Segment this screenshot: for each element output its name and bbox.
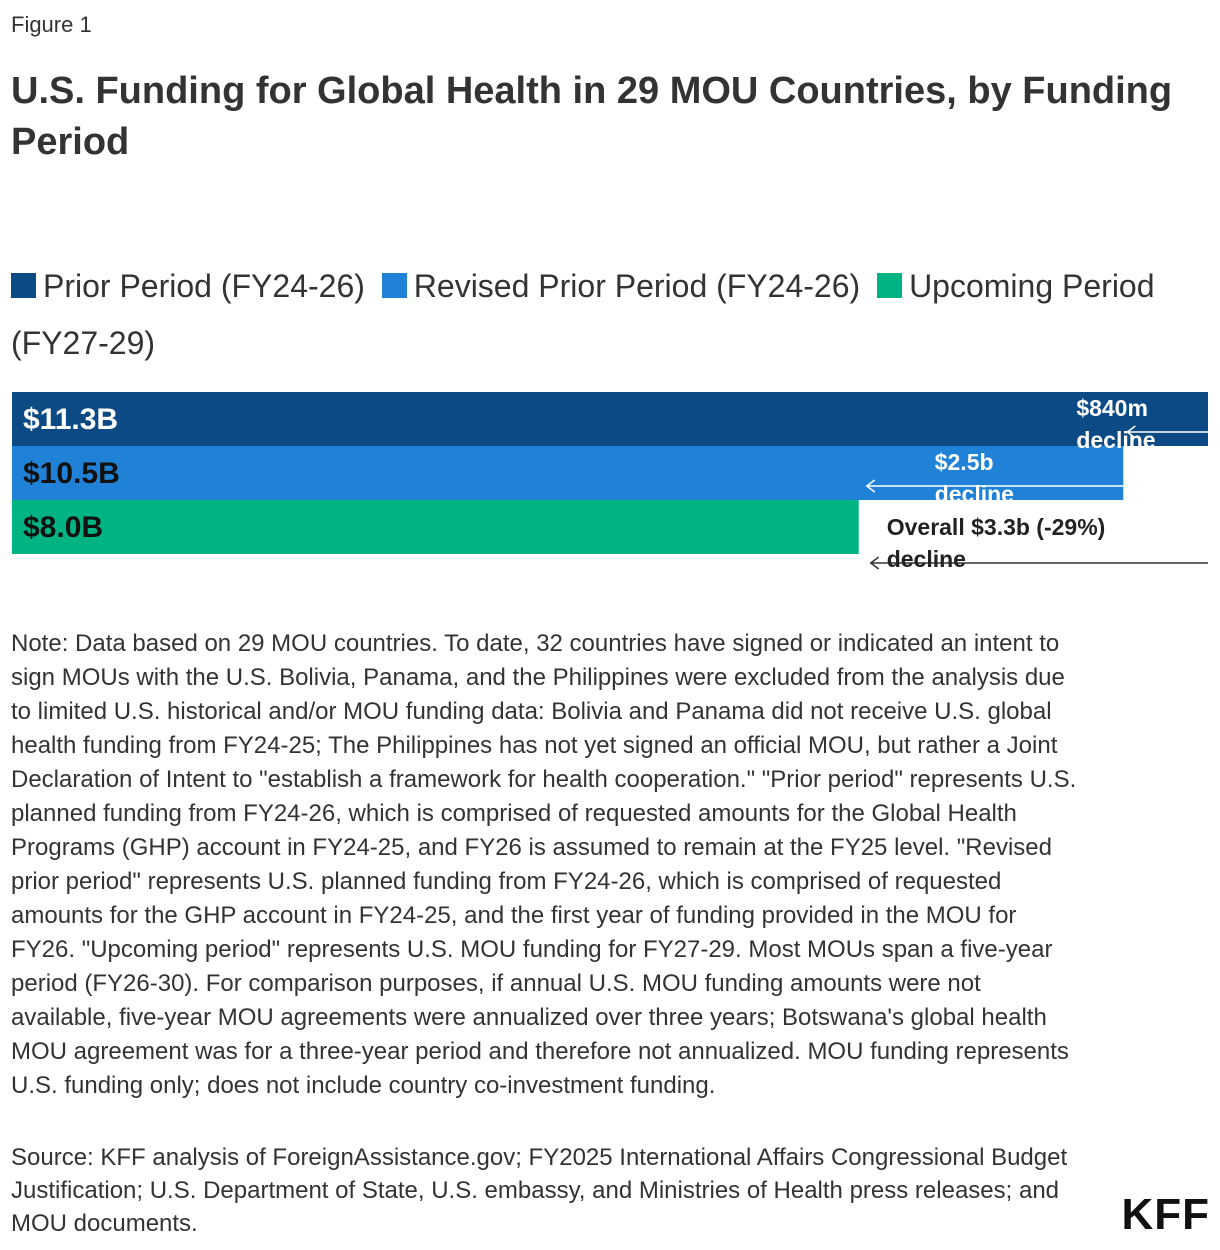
legend-label-prior: Prior Period (FY24-26) [43,268,365,304]
kff-logo: KFF [1121,1190,1210,1239]
chart-title: U.S. Funding for Global Health in 29 MOU… [11,70,1173,163]
legend-swatch-revised [381,273,407,298]
figure-label: Figure 1 [11,12,92,37]
bar-1 [12,446,1124,500]
legend-label-revised: Revised Prior Period (FY24-26) [413,268,861,304]
bar-value-label-2: $8.0B [23,511,103,544]
annotation-840m-arrow-head [1126,425,1136,439]
legend-item-revised[interactable]: Revised Prior Period (FY24-26) [381,268,861,304]
legend-item-prior[interactable]: Prior Period (FY24-26) [11,268,365,304]
bar-chart: $11.3B $10.5B $8.0B $840m decline $2.5b declin… [12,392,1208,572]
chart-note: Note: Data based on 29 MOU countries. To… [11,630,1077,1099]
legend-swatch-prior [11,273,36,298]
annotation-overall-arrow-head [869,556,880,570]
bar-0 [12,392,1208,446]
annotation-2-5b-label: $2.5b decline [935,449,1014,507]
bar-value-label-1: $10.5B [23,457,120,490]
annotation-overall-label: Overall $3.3b (-29%) decline [887,514,1106,572]
legend-swatch-upcoming [877,273,903,298]
bar-value-label-0: $11.3B [23,403,118,436]
legend: Prior Period (FY24-26) Revised Prior Per… [11,258,1211,372]
legend-label-upcoming: Upcoming Period (FY27-29) [11,268,1155,361]
legend-item-upcoming[interactable]: Upcoming Period (FY27-29) [11,268,1155,361]
chart-source: Source: KFF analysis of ForeignAssistanc… [11,1144,1068,1237]
bar-2 [12,500,859,554]
annotation-2-5b-arrow-head [865,479,876,493]
annotation-840m-label: $840m decline [1076,395,1155,453]
